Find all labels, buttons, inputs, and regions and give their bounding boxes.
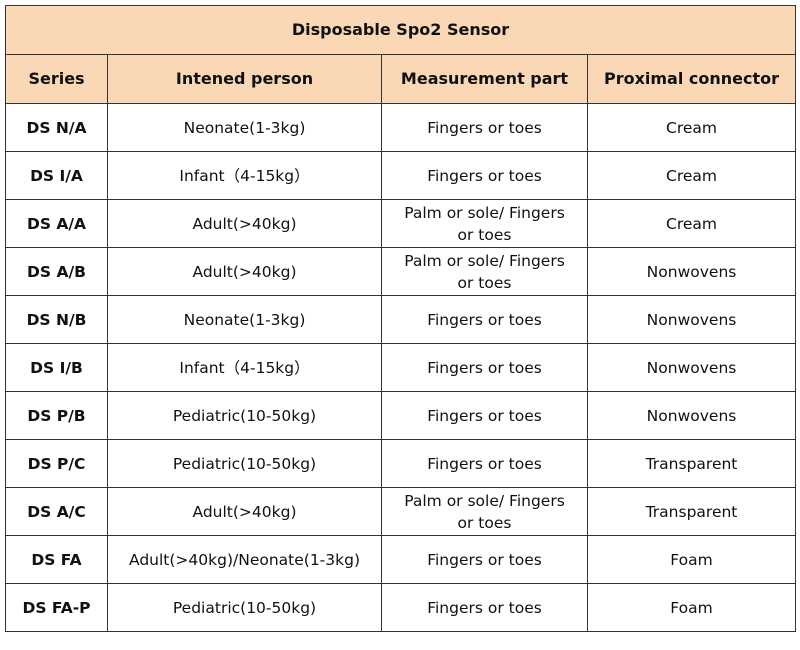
table-cell: Nonwovens [586, 247, 797, 296]
table-cell: Foam [586, 583, 797, 632]
table-row: DS FA-P Pediatric(10-50kg) Fingers or toes… [5, 583, 797, 632]
table-row: DS FA Adult(>40kg)/Neonate(1-3kg) Fingers … [5, 535, 797, 584]
table-cell: Pediatric(10-50kg) [107, 391, 382, 440]
table-cell: Infant（4-15kg） [107, 151, 382, 200]
table-row: DS A/C Adult(>40kg) Palm or sole/ Fingers … [5, 487, 797, 536]
table-cell: Adult(>40kg) [107, 247, 382, 296]
table-cell: Fingers or toes [381, 151, 588, 200]
table-cell: Adult(>40kg) [107, 487, 382, 536]
table-cell: Nonwovens [586, 295, 797, 344]
table-row: DS P/B Pediatric(10-50kg) Fingers or toes N… [5, 391, 797, 440]
sensor-table: Disposable Spo2 Sensor Series Intened per… [4, 5, 797, 632]
table-cell: Pediatric(10-50kg) [107, 583, 382, 632]
table-cell: Cream [586, 103, 797, 152]
table-cell: DS P/B [5, 391, 108, 440]
table-row: DS A/A Adult(>40kg) Palm or sole/ Fingers … [5, 199, 797, 248]
table-cell: DS N/A [5, 103, 108, 152]
table-cell: Palm or sole/ Fingers or toes [381, 247, 588, 296]
table-cell: Adult(>40kg) [107, 199, 382, 248]
table-title: Disposable Spo2 Sensor [4, 5, 797, 55]
table-cell: Palm or sole/ Fingers or toes [381, 199, 588, 248]
table-cell: Neonate(1-3kg) [107, 295, 382, 344]
table-cell: DS A/A [5, 199, 108, 248]
table-cell: Cream [586, 151, 797, 200]
table-cell: Fingers or toes [381, 391, 588, 440]
column-header: Proximal connector [586, 54, 797, 104]
table-cell: Neonate(1-3kg) [107, 103, 382, 152]
table-cell: Pediatric(10-50kg) [107, 439, 382, 488]
header-row: Series Intened person Measurement part Prox… [5, 54, 797, 104]
table-cell: Nonwovens [586, 391, 797, 440]
table-row: DS P/C Pediatric(10-50kg) Fingers or toes T… [5, 439, 797, 488]
table-cell: Fingers or toes [381, 103, 588, 152]
table-cell: Fingers or toes [381, 535, 588, 584]
table-cell: Fingers or toes [381, 583, 588, 632]
table-cell: DS I/B [5, 343, 108, 392]
column-header: Intened person [107, 54, 382, 104]
table-row: DS A/B Adult(>40kg) Palm or sole/ Fingers … [5, 247, 797, 296]
table-cell: Cream [586, 199, 797, 248]
table-row: DS I/B Infant（4-15kg） Fingers or toes Nonwo… [5, 343, 797, 392]
table-cell: Fingers or toes [381, 439, 588, 488]
table-row: DS N/A Neonate(1-3kg) Fingers or toes Cream [5, 103, 797, 152]
table-cell: Fingers or toes [381, 295, 588, 344]
table-cell: Foam [586, 535, 797, 584]
table-cell: DS FA-P [5, 583, 108, 632]
table-cell: DS A/B [5, 247, 108, 296]
table-cell: DS P/C [5, 439, 108, 488]
column-header: Series [5, 54, 108, 104]
table-cell: Transparent [586, 439, 797, 488]
table-cell: Nonwovens [586, 343, 797, 392]
table-cell: Adult(>40kg)/Neonate(1-3kg) [107, 535, 382, 584]
table-row: DS N/B Neonate(1-3kg) Fingers or toes Nonwo… [5, 295, 797, 344]
table-cell: DS I/A [5, 151, 108, 200]
table-row: DS I/A Infant（4-15kg） Fingers or toes Cream [5, 151, 797, 200]
table-cell: DS FA [5, 535, 108, 584]
table-cell: Infant（4-15kg） [107, 343, 382, 392]
table-cell: DS A/C [5, 487, 108, 536]
table-cell: DS N/B [5, 295, 108, 344]
table-cell: Transparent [586, 487, 797, 536]
column-header: Measurement part [381, 54, 588, 104]
table-cell: Fingers or toes [381, 343, 588, 392]
table-cell: Palm or sole/ Fingers or toes [381, 487, 588, 536]
